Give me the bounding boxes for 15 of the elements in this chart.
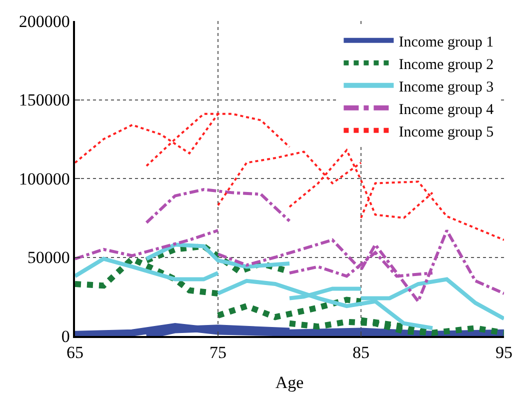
y-tick-label: 150000	[18, 90, 70, 110]
legend-label: Income group 3	[398, 79, 494, 96]
x-tick-label: 85	[352, 343, 370, 362]
x-axis-title: Age	[275, 373, 304, 392]
legend-label: Income group 4	[398, 102, 494, 118]
legend-label: Income group 5	[398, 124, 494, 140]
legend-label: Income group 2	[398, 56, 494, 73]
x-tick-label: 65	[66, 343, 84, 362]
legend-label: Income group 1	[398, 34, 494, 50]
y-tick-label: 50000	[27, 248, 70, 268]
x-tick-label: 95	[496, 343, 512, 362]
x-tick-label: 75	[210, 343, 226, 362]
y-tick-label: 200000	[18, 12, 70, 31]
y-tick-label: 0	[61, 326, 70, 346]
y-tick-label: 100000	[18, 169, 70, 188]
